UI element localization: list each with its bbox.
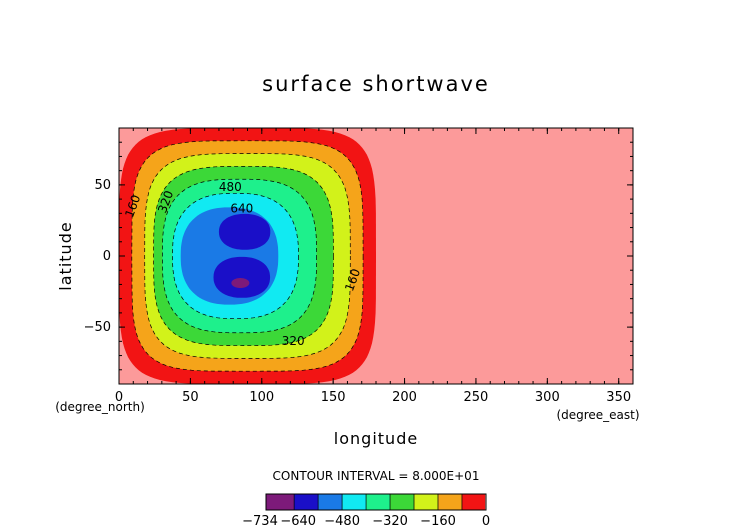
colorbar-tick-label: −734	[242, 514, 278, 529]
colorbar-swatch	[265, 493, 295, 511]
contour-band	[231, 278, 250, 288]
colorbar-tick-label: −160	[420, 514, 456, 529]
colorbar-tick-label: 0	[482, 514, 490, 529]
y-axis-unit: (degree_north)	[55, 400, 145, 414]
contour-band	[218, 213, 271, 250]
colorbar-swatch	[365, 493, 391, 511]
y-tick-label: 50	[94, 178, 111, 193]
contour-line	[131, 140, 364, 372]
contour-label: 320	[282, 334, 305, 348]
x-tick-label: 350	[606, 390, 631, 405]
contour-line	[153, 166, 334, 346]
colorbar: −734 −640 −480 −320 −160 0	[242, 493, 490, 529]
colorbar-swatch	[461, 493, 487, 511]
y-axis-label: latitude	[56, 221, 75, 290]
colorbar-tick-label: −640	[280, 514, 316, 529]
x-tick-label: 250	[464, 390, 489, 405]
colorbar-swatch	[293, 493, 319, 511]
x-axis-label: longitude	[334, 429, 418, 448]
contour-interval-text: CONTOUR INTERVAL = 8.000E+01	[273, 469, 480, 483]
colorbar-swatch	[413, 493, 439, 511]
colorbar-swatch	[437, 493, 463, 511]
chart-title: surface shortwave	[262, 72, 490, 96]
contour-line	[172, 192, 299, 320]
x-tick-label: 0	[115, 390, 123, 405]
y-tick-label: −50	[84, 320, 111, 335]
colorbar-swatch	[317, 493, 343, 511]
axis-ticks: 0 50 100 150 200 250 300 350 −50 0 50	[84, 128, 634, 405]
colorbar-swatch	[341, 493, 367, 511]
x-tick-label: 100	[249, 390, 274, 405]
contour-label: 640	[230, 202, 253, 216]
colorbar-frame	[265, 493, 487, 511]
contour-line	[162, 178, 317, 334]
contour-band	[213, 256, 271, 298]
y-tick-label: 0	[103, 249, 111, 264]
x-tick-label: 50	[182, 390, 199, 405]
contour-line	[144, 153, 351, 359]
x-tick-label: 300	[535, 390, 560, 405]
x-tick-label: 150	[321, 390, 346, 405]
colorbar-swatch	[389, 493, 415, 511]
colorbar-tick-label: −320	[372, 514, 408, 529]
contour-label: 480	[219, 180, 242, 194]
x-axis-unit: (degree_east)	[556, 408, 639, 422]
colorbar-tick-label: −480	[324, 514, 360, 529]
x-tick-label: 200	[392, 390, 417, 405]
contour-fills	[119, 128, 376, 384]
